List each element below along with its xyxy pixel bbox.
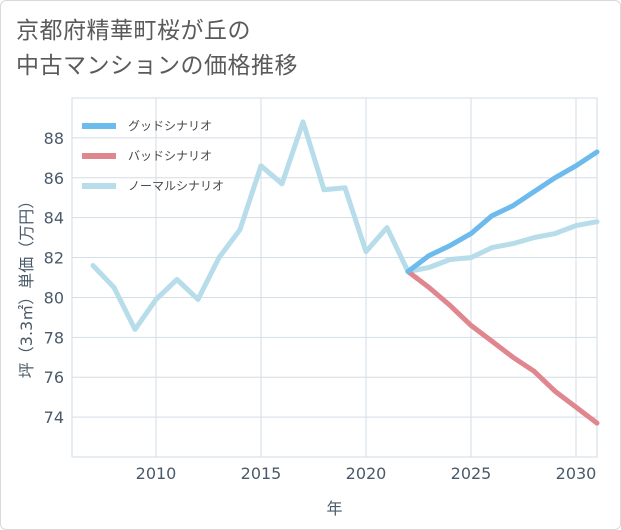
x-tick-label: 2020	[346, 464, 387, 483]
y-tick-label: 80	[44, 288, 64, 307]
legend-label: ノーマルシナリオ	[128, 179, 224, 193]
x-axis-label: 年	[326, 499, 342, 518]
plot-area	[71, 97, 598, 458]
x-tick-label: 2010	[136, 464, 177, 483]
y-tick-label: 78	[44, 328, 64, 347]
series-line-1	[405, 269, 600, 426]
series-line-2	[90, 119, 600, 332]
title-line-2: 中古マンションの価格推移	[16, 53, 298, 79]
x-tick-label: 2030	[556, 464, 597, 483]
y-tick-label: 82	[44, 249, 64, 268]
x-tick-label: 2025	[451, 464, 492, 483]
legend-label: グッドシナリオ	[128, 119, 212, 133]
series-line-0	[405, 149, 600, 274]
y-tick-label: 84	[44, 209, 64, 228]
y-tick-label: 88	[44, 129, 64, 148]
y-tick-label: 76	[44, 368, 64, 387]
y-axis-label: 坪（3.3㎡）単価（万円）	[17, 193, 36, 378]
y-tick-label: 74	[44, 408, 64, 427]
legend-label: バッドシナリオ	[128, 149, 212, 163]
chart-title: 京都府精華町桜が丘の 中古マンションの価格推移	[16, 14, 298, 84]
x-tick-label: 2015	[241, 464, 282, 483]
y-tick-label: 86	[44, 169, 64, 188]
title-line-1: 京都府精華町桜が丘の	[16, 18, 251, 44]
